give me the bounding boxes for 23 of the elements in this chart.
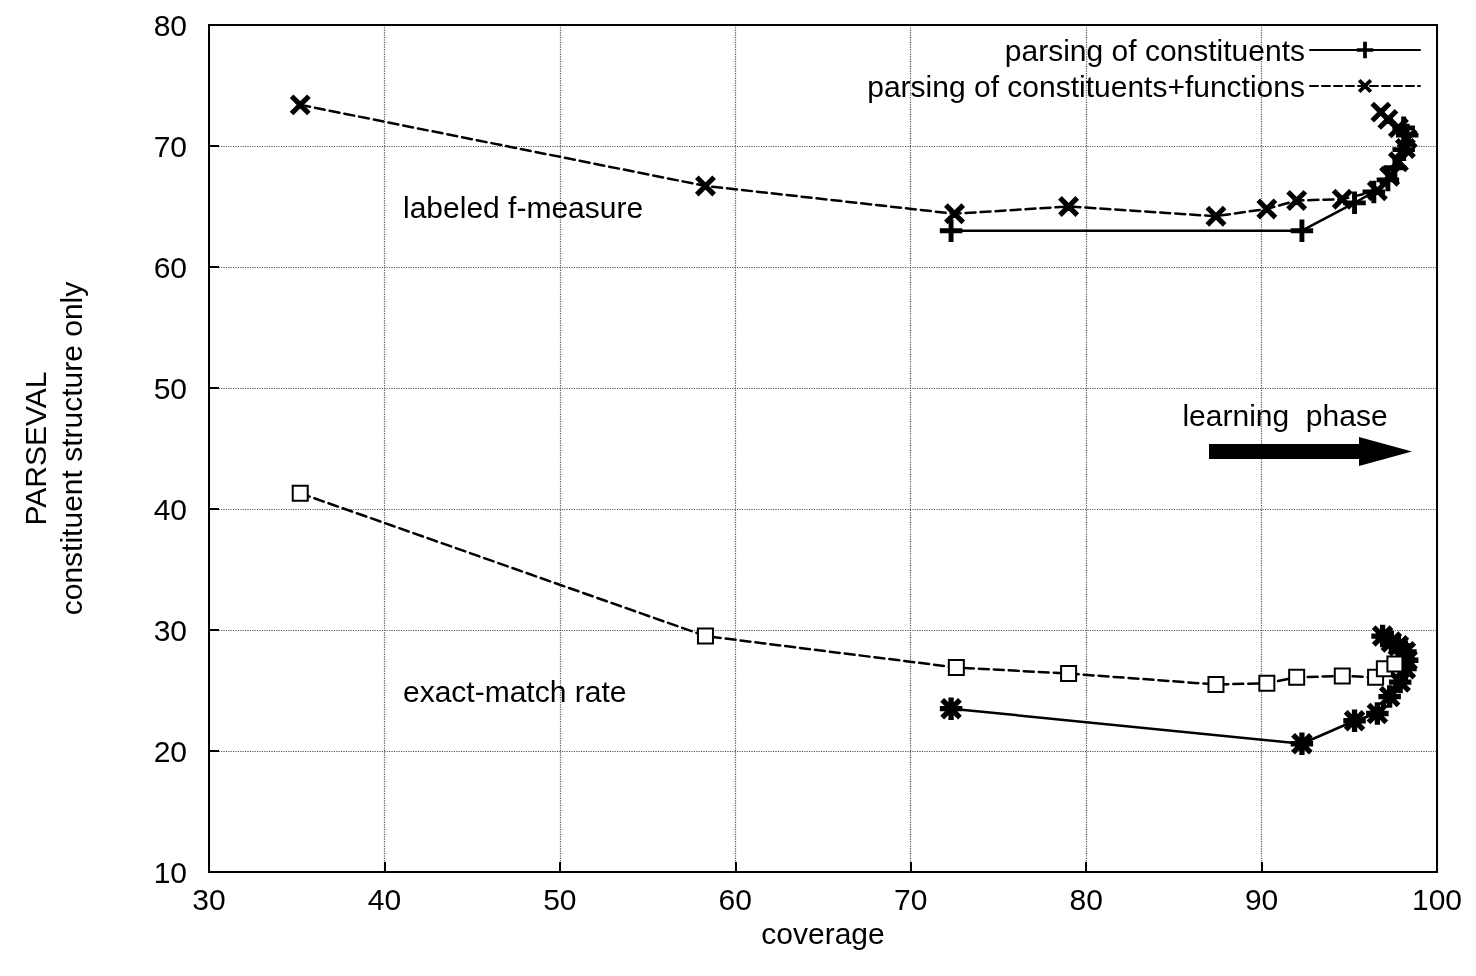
legend-label: parsing of constituents+functions (867, 69, 1305, 103)
x-tick-label: 60 (718, 882, 752, 916)
y-tick-label: 70 (153, 129, 187, 163)
x-tick-label: 70 (894, 882, 928, 916)
annotation: labeled f-measure (403, 190, 644, 224)
x-tick-label: 40 (367, 882, 402, 916)
y-tick-label: 10 (153, 855, 187, 889)
y-tick-label: 40 (153, 492, 187, 526)
x-tick-label: 50 (543, 882, 577, 916)
x-tick-label: 90 (1244, 882, 1279, 916)
annotation: exact-match rate (403, 674, 627, 708)
y-tick-label: 20 (153, 734, 187, 768)
y-tick-label: 80 (153, 8, 187, 42)
x-tick-label: 100 (1411, 882, 1463, 916)
x-tick-label: 30 (192, 882, 226, 916)
y-tick-label: 50 (153, 371, 187, 405)
annotation: learning phase (1182, 398, 1388, 432)
y-axis-title: PARSEVAL constituent structure only (18, 281, 88, 616)
x-axis-title: coverage (761, 917, 885, 951)
legend-label: parsing of constituents (1004, 33, 1305, 67)
y-tick-label: 30 (153, 613, 187, 647)
y-tick-label: 60 (153, 250, 187, 284)
x-tick-label: 80 (1069, 882, 1103, 916)
